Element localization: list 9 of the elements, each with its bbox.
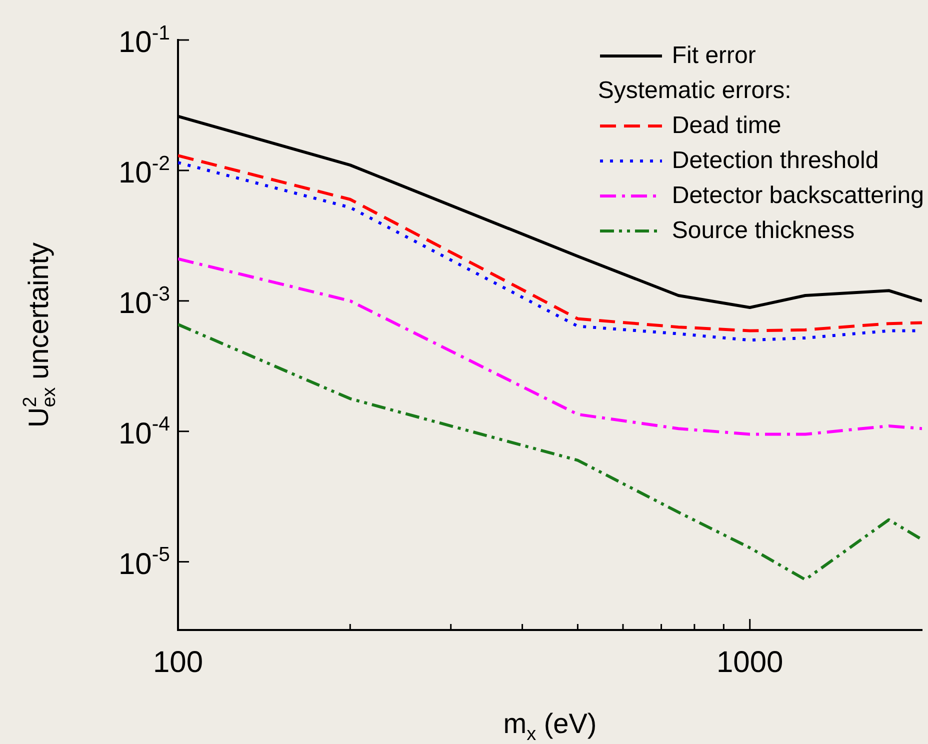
legend-label: Dead time (672, 112, 782, 140)
legend-label: Source thickness (672, 216, 855, 244)
legend-label: Detection threshold (672, 146, 879, 174)
legend-label: Fit error (672, 42, 756, 70)
annotation: Systematic errors: (598, 76, 792, 106)
x-tick-label: 1000 (716, 646, 784, 679)
y-axis-title: U2ex uncertainty (20, 242, 60, 428)
x-tick-label: 100 (152, 646, 204, 679)
legend-label: Detector backscattering (672, 182, 924, 210)
